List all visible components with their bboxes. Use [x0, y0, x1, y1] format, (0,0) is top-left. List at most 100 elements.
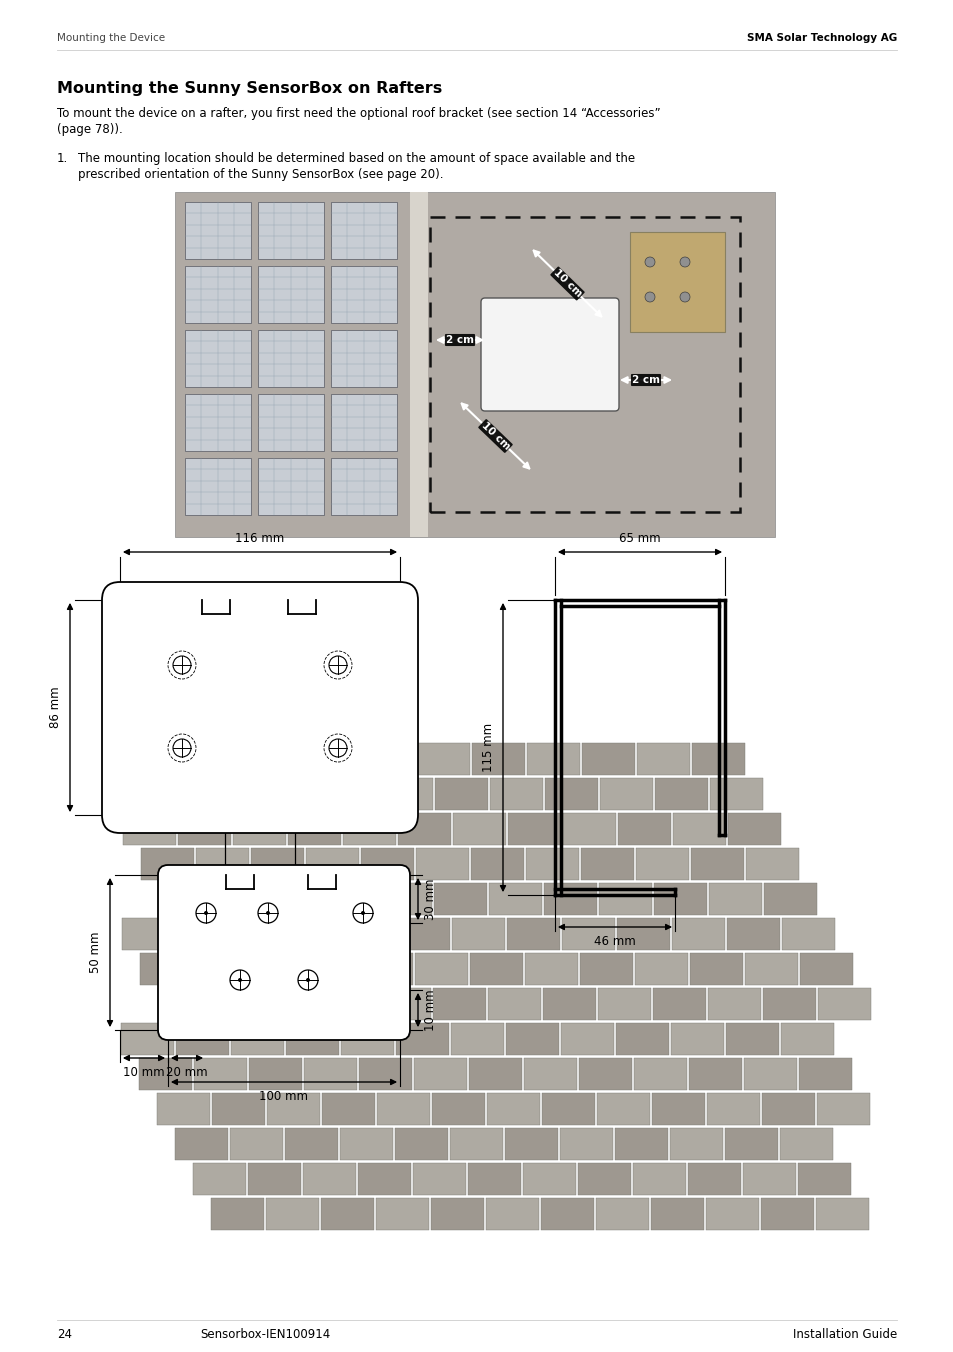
- Polygon shape: [395, 1023, 449, 1055]
- Circle shape: [679, 257, 689, 266]
- Polygon shape: [249, 1059, 302, 1090]
- Polygon shape: [323, 988, 375, 1019]
- Polygon shape: [361, 744, 415, 775]
- Polygon shape: [252, 744, 305, 775]
- Polygon shape: [435, 777, 488, 810]
- Polygon shape: [470, 953, 522, 986]
- Polygon shape: [526, 744, 579, 775]
- Text: 10 cm: 10 cm: [478, 420, 511, 452]
- Polygon shape: [578, 1163, 630, 1195]
- Polygon shape: [637, 744, 689, 775]
- Text: 10 mm: 10 mm: [423, 990, 436, 1030]
- Bar: [331, 201, 396, 260]
- Circle shape: [306, 977, 310, 982]
- Polygon shape: [397, 813, 451, 845]
- Polygon shape: [599, 777, 652, 810]
- Polygon shape: [670, 1023, 723, 1055]
- Polygon shape: [251, 848, 304, 880]
- Polygon shape: [706, 1092, 760, 1125]
- Polygon shape: [286, 1023, 338, 1055]
- Circle shape: [172, 740, 191, 757]
- Bar: [202, 598, 230, 614]
- Polygon shape: [598, 883, 651, 915]
- Polygon shape: [672, 813, 725, 845]
- Polygon shape: [270, 777, 323, 810]
- Polygon shape: [414, 1059, 467, 1090]
- Polygon shape: [671, 918, 724, 950]
- Polygon shape: [505, 1023, 558, 1055]
- Text: 100 mm: 100 mm: [259, 1090, 308, 1103]
- Polygon shape: [652, 988, 705, 1019]
- Circle shape: [195, 903, 215, 923]
- Polygon shape: [541, 1092, 595, 1125]
- Polygon shape: [579, 953, 633, 986]
- Polygon shape: [762, 988, 815, 1019]
- Polygon shape: [617, 918, 669, 950]
- Bar: [629, 233, 724, 333]
- Polygon shape: [743, 1059, 796, 1090]
- Text: 30 mm: 30 mm: [423, 879, 436, 919]
- Polygon shape: [413, 1163, 465, 1195]
- Polygon shape: [763, 883, 816, 915]
- Polygon shape: [431, 1198, 483, 1230]
- Circle shape: [204, 911, 208, 915]
- FancyBboxPatch shape: [480, 297, 618, 411]
- Polygon shape: [504, 1128, 558, 1160]
- Polygon shape: [450, 1128, 502, 1160]
- Polygon shape: [325, 777, 377, 810]
- Polygon shape: [360, 848, 414, 880]
- Polygon shape: [507, 813, 560, 845]
- Bar: [430, 218, 740, 512]
- Bar: [226, 873, 253, 891]
- Polygon shape: [453, 813, 505, 845]
- Polygon shape: [377, 988, 431, 1019]
- Polygon shape: [689, 953, 742, 986]
- Bar: [331, 330, 396, 387]
- Circle shape: [237, 977, 242, 982]
- FancyBboxPatch shape: [102, 581, 417, 833]
- Polygon shape: [651, 1092, 704, 1125]
- Bar: [257, 393, 324, 452]
- Text: 86 mm: 86 mm: [49, 687, 62, 729]
- Polygon shape: [305, 953, 357, 986]
- Circle shape: [257, 903, 277, 923]
- Polygon shape: [376, 1092, 430, 1125]
- Polygon shape: [707, 988, 760, 1019]
- Polygon shape: [268, 988, 320, 1019]
- Polygon shape: [343, 813, 395, 845]
- Polygon shape: [395, 1128, 448, 1160]
- Polygon shape: [781, 918, 834, 950]
- Text: Sensorbox-IEN100914: Sensorbox-IEN100914: [200, 1329, 330, 1341]
- Circle shape: [329, 740, 347, 757]
- Polygon shape: [250, 953, 303, 986]
- Polygon shape: [415, 953, 468, 986]
- Polygon shape: [248, 1163, 301, 1195]
- Polygon shape: [655, 777, 707, 810]
- Polygon shape: [727, 813, 781, 845]
- Polygon shape: [157, 1092, 210, 1125]
- Text: Mounting the Sunny SensorBox on Rafters: Mounting the Sunny SensorBox on Rafters: [57, 81, 442, 96]
- Polygon shape: [178, 813, 231, 845]
- Polygon shape: [633, 1163, 685, 1195]
- Polygon shape: [744, 953, 797, 986]
- Polygon shape: [177, 918, 230, 950]
- Text: Mounting the Device: Mounting the Device: [57, 32, 165, 43]
- Polygon shape: [725, 1023, 779, 1055]
- Polygon shape: [690, 848, 743, 880]
- Polygon shape: [578, 1059, 631, 1090]
- Polygon shape: [175, 1023, 229, 1055]
- Polygon shape: [375, 1198, 429, 1230]
- Polygon shape: [780, 1128, 832, 1160]
- Bar: [257, 266, 324, 323]
- Text: 20 mm: 20 mm: [166, 1065, 208, 1079]
- Polygon shape: [654, 883, 706, 915]
- Polygon shape: [452, 918, 504, 950]
- Bar: [257, 330, 324, 387]
- Polygon shape: [193, 1059, 247, 1090]
- Text: 116 mm: 116 mm: [235, 531, 284, 545]
- Circle shape: [644, 292, 655, 301]
- Polygon shape: [357, 1163, 411, 1195]
- Polygon shape: [560, 1023, 614, 1055]
- Polygon shape: [396, 918, 450, 950]
- Polygon shape: [451, 1023, 503, 1055]
